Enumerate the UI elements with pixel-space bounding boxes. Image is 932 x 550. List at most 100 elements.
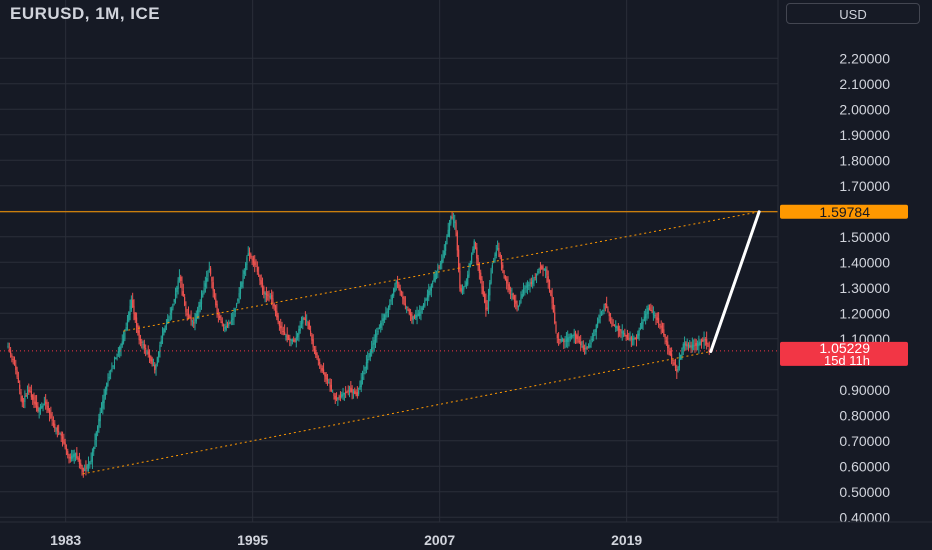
candle-body (574, 331, 577, 338)
price-tick-label: 1.40000 (839, 254, 890, 270)
candle-body (274, 305, 277, 313)
candle-body (189, 316, 191, 319)
price-tick-label: 1.80000 (839, 152, 890, 168)
candle-body (165, 324, 168, 326)
candle-body (293, 339, 295, 342)
time-tick-label: 2007 (424, 532, 455, 548)
candle-body (116, 353, 118, 357)
symbol-title[interactable]: EURUSD, 1M, ICE (10, 4, 161, 23)
candle-body (583, 348, 586, 350)
candle-body (407, 308, 409, 311)
chart-drawings[interactable] (0, 210, 778, 475)
candle-body (319, 362, 321, 365)
candle-body (56, 427, 58, 432)
candle-body (286, 334, 288, 341)
candle-body (607, 308, 609, 313)
candle-body (191, 320, 194, 322)
candle-body (213, 290, 216, 299)
candle-body (80, 463, 82, 466)
candle-body (573, 333, 575, 336)
candle-body (180, 276, 182, 282)
candle-body (360, 379, 362, 387)
candle-body (535, 273, 538, 276)
candle-body (142, 344, 144, 346)
candle-body (439, 263, 442, 266)
candle-body (476, 247, 478, 259)
candle-body (86, 465, 88, 469)
candle-body (630, 337, 632, 340)
candle-body (94, 439, 96, 446)
candle-body (111, 368, 113, 372)
candle-body (654, 315, 656, 317)
chart-grid (0, 0, 778, 522)
candle-body (461, 288, 464, 292)
candle-body (706, 339, 708, 345)
price-tick-label: 2.20000 (839, 50, 890, 66)
candle-body (16, 370, 18, 378)
candle-body (43, 403, 45, 405)
candle-body (77, 458, 79, 460)
candle-body (377, 331, 379, 333)
price-tick-label: 1.70000 (839, 178, 890, 194)
candle-body (491, 265, 493, 268)
candle-body (45, 401, 47, 404)
candle-body (269, 296, 271, 298)
candle-body (508, 284, 510, 291)
price-tick-label: 1.50000 (839, 229, 890, 245)
candle-body (483, 293, 486, 303)
candle-body (404, 303, 406, 306)
candle-body (55, 428, 57, 430)
candle-body (12, 359, 14, 361)
candle-body (628, 338, 630, 340)
candle-body (390, 300, 392, 302)
candle-body (315, 349, 317, 356)
candle-body (446, 236, 448, 245)
currency-button[interactable]: USD (786, 3, 920, 24)
candle-body (696, 343, 699, 346)
candle-body (561, 340, 564, 342)
candle-body (346, 391, 348, 393)
candle-body (358, 390, 360, 395)
candle-body (281, 328, 283, 331)
candle-body (7, 345, 9, 347)
candle-body (334, 395, 336, 400)
candle-body (398, 283, 400, 289)
candle-body (524, 287, 526, 289)
candle-body (382, 318, 384, 321)
candle-body (212, 282, 214, 291)
candle-body (73, 453, 75, 457)
candle-body (347, 390, 349, 392)
candle-body (509, 289, 512, 292)
candle-body (463, 286, 465, 290)
candle-body (19, 384, 21, 389)
time-axis[interactable]: 1983 1995 2007 2019 (0, 521, 932, 548)
candle-body (529, 283, 531, 286)
candle-body (420, 310, 422, 314)
candle-body (620, 329, 622, 332)
candle-body (661, 325, 664, 332)
candle-body (694, 344, 696, 346)
candle-body (339, 395, 342, 397)
candle-body (221, 321, 223, 324)
candle-body (500, 256, 503, 265)
candle-body (329, 382, 331, 388)
candle-body (676, 369, 678, 372)
candle-body (541, 266, 543, 270)
candle-body (629, 338, 631, 340)
candle-body (451, 217, 453, 219)
candle-body (29, 391, 31, 393)
candle-body (490, 269, 492, 284)
candle-body (424, 300, 426, 306)
candle-body (220, 318, 222, 321)
candle-body (391, 293, 393, 300)
candle-body (606, 304, 608, 308)
candle-body (46, 402, 48, 407)
candle-body (68, 454, 70, 459)
candle-body (326, 378, 329, 382)
candle-body (95, 432, 97, 440)
candle-body (504, 275, 506, 280)
candle-body (147, 351, 149, 355)
candle-body (460, 288, 462, 292)
price-axis[interactable]: 0.40000 0.50000 0.60000 0.70000 0.80000 0.900… (777, 0, 932, 550)
